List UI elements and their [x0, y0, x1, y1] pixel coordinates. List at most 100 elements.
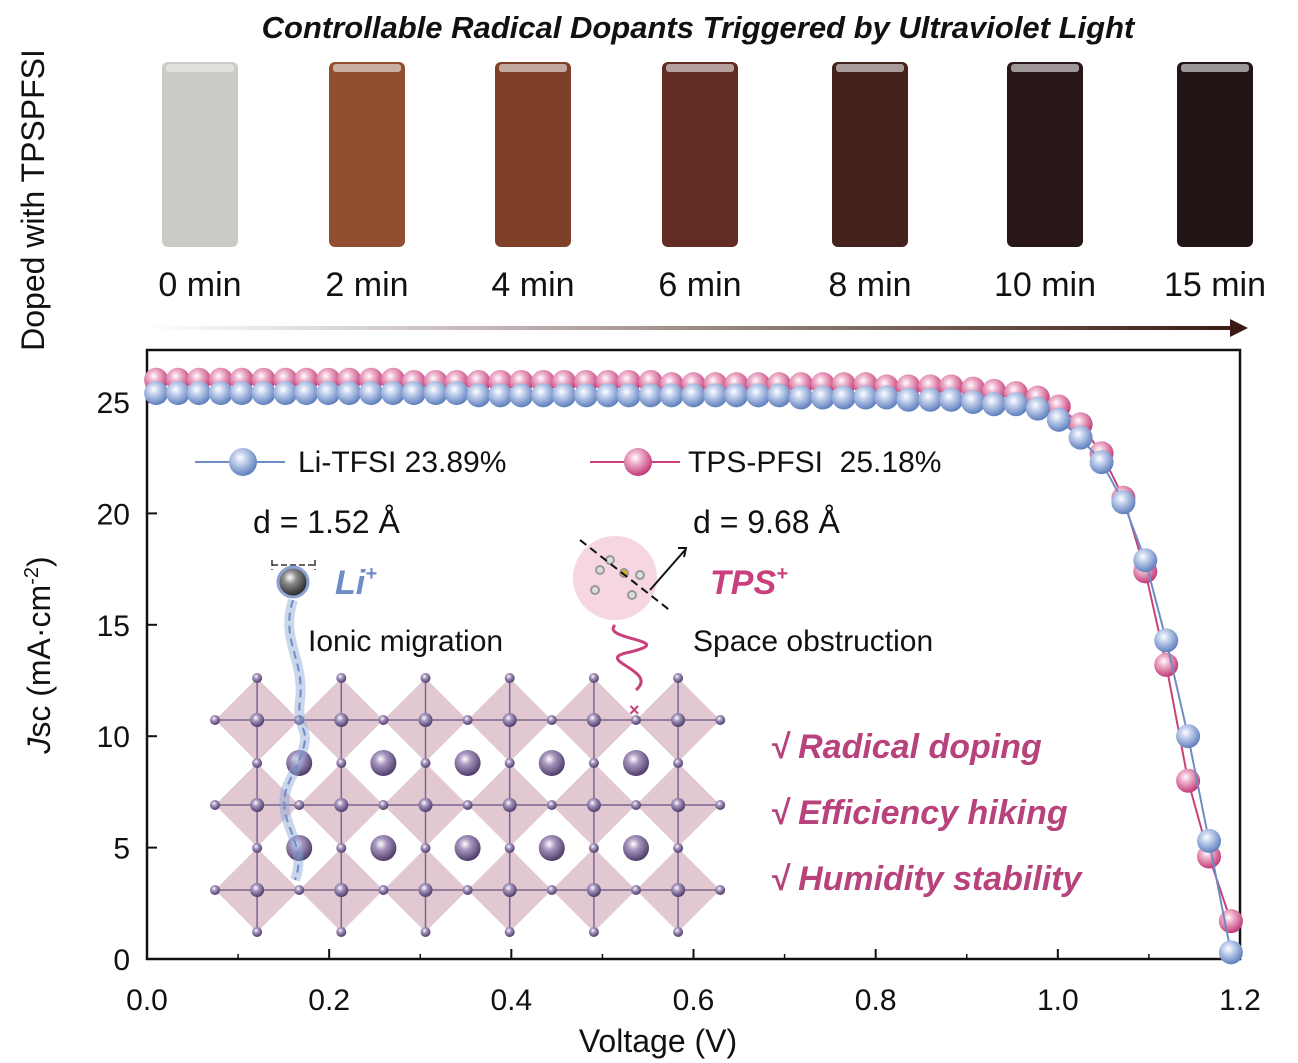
- x-site-atom: [336, 843, 347, 853]
- legend-marker-tps: [624, 448, 652, 476]
- b-site-atom: [671, 798, 686, 812]
- li-process-label: Ionic migration: [308, 625, 503, 658]
- vial: 8 min: [828, 62, 912, 304]
- time-arrow-head: [1230, 319, 1248, 337]
- data-point: [165, 381, 190, 406]
- data-point: [1111, 490, 1136, 515]
- x-site-atom: [588, 673, 599, 683]
- x-tick-label: 1.0: [1037, 984, 1079, 1017]
- x-site-atom: [420, 673, 431, 683]
- x-site-atom: [588, 758, 599, 768]
- vial: 10 min: [994, 62, 1096, 304]
- data-point: [831, 385, 856, 410]
- x-site-atom: [673, 758, 684, 768]
- data-point: [1197, 828, 1222, 853]
- x-site-atom: [588, 927, 599, 937]
- vial-body: [162, 62, 238, 247]
- x-tick-label: 0.0: [126, 984, 168, 1017]
- x-site-atom: [673, 673, 684, 683]
- data-point: [1218, 940, 1243, 965]
- b-site-atom: [250, 883, 265, 897]
- b-site-atom: [671, 883, 686, 897]
- benefit-item: √ Radical doping: [770, 728, 1042, 766]
- x-site-atom: [462, 800, 473, 810]
- vial-body: [1177, 62, 1253, 247]
- x-site-atom: [504, 758, 515, 768]
- a-site-atom: [370, 750, 397, 776]
- x-site-atom: [252, 843, 263, 853]
- data-point: [746, 383, 771, 408]
- data-point: [1068, 425, 1093, 450]
- vial-time-label: 4 min: [491, 266, 574, 304]
- data-point: [595, 383, 620, 408]
- legend-marker-li: [229, 448, 257, 476]
- figure-title: Controllable Radical Dopants Triggered b…: [262, 10, 1136, 45]
- b-site-atom: [334, 798, 349, 812]
- data-point: [1046, 407, 1071, 432]
- vial-time-label: 15 min: [1164, 266, 1266, 304]
- a-site-atom: [370, 835, 397, 861]
- data-point: [552, 383, 577, 408]
- data-point: [982, 392, 1007, 417]
- x-site-atom: [378, 715, 389, 725]
- b-site-atom: [586, 798, 601, 812]
- vial: 4 min: [491, 62, 575, 304]
- benefit-item: √ Humidity stability: [770, 860, 1084, 898]
- b-site-atom: [418, 713, 433, 727]
- x-site-atom: [378, 800, 389, 810]
- legend-label-li: Li-TFSI 23.89%: [298, 446, 506, 479]
- x-site-atom: [378, 885, 389, 895]
- b-site-atom: [250, 798, 265, 812]
- a-site-atom: [538, 835, 565, 861]
- x-tick-label: 0.4: [490, 984, 532, 1017]
- tps-charge: +: [776, 563, 788, 585]
- axes: 0.0 0.2 0.4 0.6 0.8 1.0 1.2 0 5 10 15 20 25: [97, 387, 1261, 1017]
- x-site-atom: [462, 715, 473, 725]
- data-point: [703, 383, 728, 408]
- benefit-list: √ Radical doping √ Efficiency hiking √ Hum…: [770, 728, 1084, 898]
- data-point: [144, 381, 169, 406]
- data-point: [1176, 724, 1201, 749]
- x-site-atom: [336, 927, 347, 937]
- x-site-atom: [588, 843, 599, 853]
- data-point: [939, 387, 964, 412]
- a-site-atom: [623, 835, 649, 861]
- data-point: [961, 390, 986, 414]
- x-site-atom: [715, 715, 726, 725]
- x-tick-label: 0.8: [855, 984, 897, 1017]
- tps-molecule: [573, 536, 657, 620]
- data-point: [423, 381, 448, 406]
- data-point: [229, 381, 254, 406]
- data-point: [767, 383, 792, 408]
- b-site-atom: [502, 883, 517, 897]
- time-arrow-line: [145, 326, 1237, 330]
- data-point: [251, 381, 276, 406]
- data-point: [273, 381, 298, 406]
- data-point: [574, 383, 599, 408]
- data-point: [616, 383, 641, 408]
- vial-body: [832, 62, 908, 247]
- data-point: [1025, 396, 1050, 421]
- data-point: [810, 385, 835, 410]
- data-point: [186, 381, 211, 406]
- perovskite-lattice: [210, 673, 726, 937]
- vial-meniscus: [333, 64, 401, 72]
- x-site-atom: [336, 673, 347, 683]
- data-point: [444, 381, 469, 406]
- b-site-atom: [586, 883, 601, 897]
- data-point: [488, 383, 513, 408]
- data-point: [208, 381, 233, 406]
- legend-label-tps: TPS-PFSI 25.18%: [688, 446, 941, 479]
- data-point: [874, 385, 899, 410]
- y-label-j: J: [21, 737, 57, 755]
- legend: Li-TFSI 23.89% TPS-PFSI 25.18%: [195, 446, 941, 479]
- a-site-atom: [623, 750, 649, 776]
- vial-meniscus: [1011, 64, 1079, 72]
- a-site-atom: [286, 835, 313, 861]
- data-point: [1089, 450, 1114, 475]
- b-site-atom: [586, 713, 601, 727]
- li-ion-text: Li: [335, 564, 367, 602]
- data-point: [509, 383, 534, 408]
- y-tick-label: 25: [97, 387, 130, 420]
- tps-distance: d = 9.68 Å: [693, 504, 840, 540]
